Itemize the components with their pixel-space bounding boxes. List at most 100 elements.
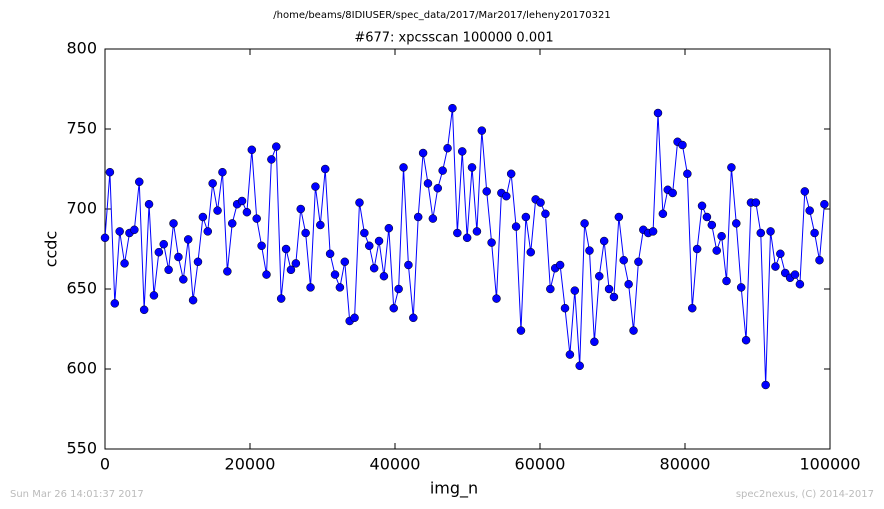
y-tick-label: 650 [66,279,97,298]
data-point [555,260,565,270]
data-point [355,198,364,207]
data-point [511,222,521,231]
data-point [683,169,692,179]
data-point [247,145,257,155]
data-point [516,326,526,335]
data-point [820,199,829,209]
data-point [565,350,575,359]
data-point [223,267,232,276]
footer-date: Sun Mar 26 14:01:37 2017 [10,489,144,500]
data-point [692,244,702,254]
data-point [521,212,531,222]
y-tick-label: 800 [66,39,97,58]
data-point [154,247,164,257]
data-point [365,241,374,251]
data-point [218,167,227,177]
data-point [276,294,286,303]
data-point [360,228,369,238]
data-point [252,214,261,223]
data-point [457,147,467,156]
data-point [771,262,780,271]
data-point [443,143,452,153]
data-point [732,219,741,228]
plot-frame [104,48,831,450]
data-point [208,179,217,188]
y-tick-label: 700 [66,199,97,218]
data-point [374,236,384,246]
x-tick-label: 0 [100,455,110,474]
data-point [702,212,712,222]
data-point [599,236,609,246]
x-tick-label: 40000 [370,455,421,474]
x-tick-label: 100000 [799,455,860,474]
data-point [800,187,810,196]
data-point [120,259,129,268]
data-point [795,279,805,289]
data-point [193,257,203,267]
data-point [658,209,668,219]
data-point [174,252,183,262]
data-point [164,265,173,275]
data-point [409,313,418,323]
data-point [609,292,619,302]
data-point [614,212,624,222]
data-point [379,271,389,281]
data-point [105,167,115,177]
data-point [306,283,315,292]
data-point [320,164,330,174]
data-point [477,126,487,135]
data-point [634,257,643,267]
data-point [467,163,477,172]
data-point [438,166,447,175]
data-point [135,177,144,187]
data-line [104,108,825,386]
data-point [286,265,296,275]
data-point [697,201,707,211]
data-point [595,271,604,281]
data-point [159,239,168,249]
data-point [267,155,276,164]
y-tick-label: 550 [66,439,97,458]
data-point [301,228,310,238]
data-point [810,228,819,238]
data-point [257,241,266,251]
data-point [776,249,785,259]
data-point [369,263,379,273]
data-point [399,163,408,172]
data-point [462,233,472,243]
data-point [482,187,491,196]
data-point [183,235,193,244]
data-point [296,204,305,214]
x-tick-label: 20000 [225,455,276,474]
data-point [668,188,677,198]
data-point [756,228,766,238]
data-point [453,228,462,238]
data-point [629,326,638,335]
data-point [394,284,403,294]
data-point [570,286,580,295]
data-point [506,169,516,179]
data-point [624,279,633,289]
data-point [433,183,443,193]
footer-credit: spec2nexus, (C) 2014-2017 [736,489,874,500]
data-point [100,233,110,243]
data-point [502,191,511,201]
data-point [790,270,800,279]
x-axis-label: img_n [430,479,478,499]
data-point [340,257,350,267]
data-point [448,103,457,113]
data-point [546,284,555,294]
data-point [619,255,628,265]
x-tick-label: 80000 [660,455,711,474]
data-point [242,207,252,217]
data-point [281,244,291,254]
data-point [688,303,697,313]
data-point [751,198,761,207]
data-point [541,209,550,219]
data-point [272,142,281,151]
data-point [766,227,775,236]
y-tick-label: 600 [66,359,97,378]
data-point [815,255,824,265]
data-point [188,295,198,305]
